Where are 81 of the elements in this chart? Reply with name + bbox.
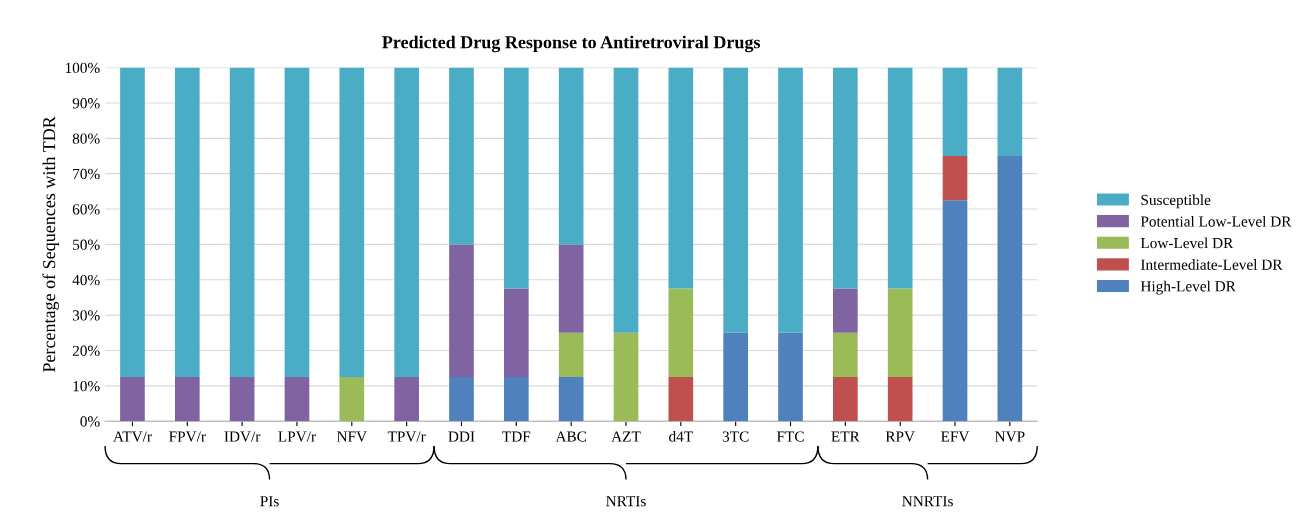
- text: NRTIs: [606, 496, 646, 507]
- bar: [503, 377, 529, 422]
- bar: [174, 377, 200, 422]
- text: NNRTIs: [902, 496, 953, 507]
- bar: [449, 244, 474, 377]
- bar: [503, 288, 529, 377]
- bar: [339, 377, 365, 422]
- bar: [887, 67, 913, 289]
- legend-label: Susceptible: [1141, 194, 1211, 209]
- x-tick-label: NFV: [336, 431, 367, 442]
- x-tick-label: 3TC: [722, 431, 749, 442]
- y-tick-label: 80%: [72, 133, 100, 144]
- x-tick-label: FTC: [776, 431, 804, 442]
- bar: [833, 377, 858, 422]
- bar: [613, 332, 639, 422]
- x-tick-label: AZT: [611, 431, 641, 442]
- bar: [833, 288, 858, 333]
- x-tick-label: IDV/r: [224, 431, 261, 442]
- bar: [558, 332, 584, 377]
- bar: [120, 67, 145, 377]
- bar: [997, 67, 1023, 156]
- x-tick-label: FPV/r: [169, 431, 206, 442]
- y-tick-label: 100%: [65, 62, 100, 74]
- x-tick-label: d4T: [669, 430, 693, 442]
- x-tick-label: ATV/r: [113, 431, 152, 442]
- y-tick-label: 10%: [73, 380, 100, 392]
- y-tick-label: 30%: [72, 310, 100, 321]
- bar: [558, 244, 584, 333]
- bar: [284, 377, 310, 422]
- bar: [394, 67, 419, 377]
- legend-label: High-Level DR: [1140, 280, 1236, 295]
- bar: [997, 156, 1023, 422]
- bar: [174, 67, 200, 377]
- bar: [723, 67, 748, 333]
- legend-label: Low-Level DR: [1140, 237, 1234, 249]
- bar: [668, 67, 694, 289]
- bar: [668, 377, 694, 422]
- bar: [887, 377, 913, 422]
- bar: [778, 332, 803, 422]
- legend-label: Potential Low-Level DR: [1140, 215, 1292, 227]
- bar: [613, 67, 639, 333]
- text: PIs: [260, 496, 279, 507]
- bar: [942, 200, 968, 422]
- y-tick-label: 0%: [80, 416, 100, 427]
- bar: [833, 67, 858, 289]
- bar: [668, 288, 694, 377]
- x-tick-label: NVP: [995, 431, 1025, 442]
- bar: [394, 377, 419, 422]
- x-tick-label: TDF: [502, 431, 531, 442]
- bar: [942, 67, 968, 156]
- x-tick-label: RPV: [885, 431, 915, 442]
- bar: [723, 332, 748, 422]
- x-tick-label: ETR: [831, 431, 860, 442]
- y-tick-label: 50%: [73, 239, 100, 250]
- y-axis-title: Percentage of Sequences with TDR: [42, 116, 59, 373]
- bar: [339, 67, 365, 377]
- y-tick-label: 40%: [72, 274, 100, 286]
- x-tick-label: EFV: [941, 431, 970, 442]
- x-tick-label: DDI: [448, 431, 475, 442]
- bar: [778, 67, 803, 333]
- bar: [449, 377, 474, 422]
- y-tick-label: 60%: [72, 204, 100, 215]
- bar: [942, 156, 968, 201]
- bar: [833, 332, 858, 377]
- bar: [229, 377, 255, 422]
- bar: [449, 67, 474, 245]
- y-tick-label: 90%: [72, 98, 100, 109]
- y-tick-label: 20%: [72, 345, 100, 356]
- legend-label: Intermediate-Level DR: [1140, 259, 1283, 270]
- x-tick-label: ABC: [555, 431, 587, 442]
- x-tick-label: TPV/r: [387, 431, 426, 442]
- bar: [558, 377, 584, 422]
- bar: [120, 377, 145, 422]
- chart-title: Predicted Drug Response to Antiretroviral Drugs: [382, 35, 761, 53]
- bar: [887, 288, 913, 377]
- bar: [558, 67, 584, 245]
- y-tick-label: 70%: [73, 168, 100, 180]
- bar: [503, 67, 529, 289]
- bar: [229, 67, 255, 377]
- bar: [284, 67, 310, 377]
- x-tick-label: LPV/r: [278, 431, 316, 442]
